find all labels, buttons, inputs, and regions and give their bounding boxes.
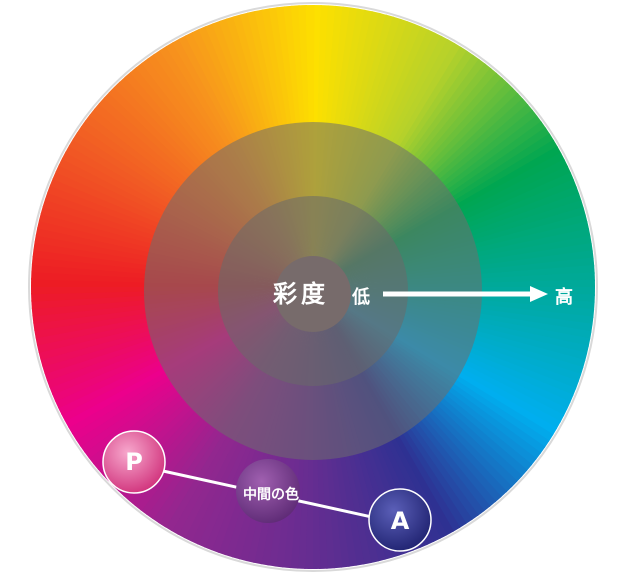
mid-color-label: 中間の色 [243, 487, 299, 503]
center-title-saturation: 彩度 [273, 280, 329, 308]
a-marker-label: A [390, 507, 410, 535]
saturation-low-label: 低 [352, 287, 370, 308]
a-marker [368, 488, 432, 552]
saturation-arrow-head [530, 286, 548, 302]
mid-color-marker [236, 459, 300, 523]
saturation-high-label: 高 [555, 287, 573, 308]
center-core [275, 256, 351, 332]
p-marker-label: P [125, 448, 143, 476]
p-marker [102, 430, 166, 494]
